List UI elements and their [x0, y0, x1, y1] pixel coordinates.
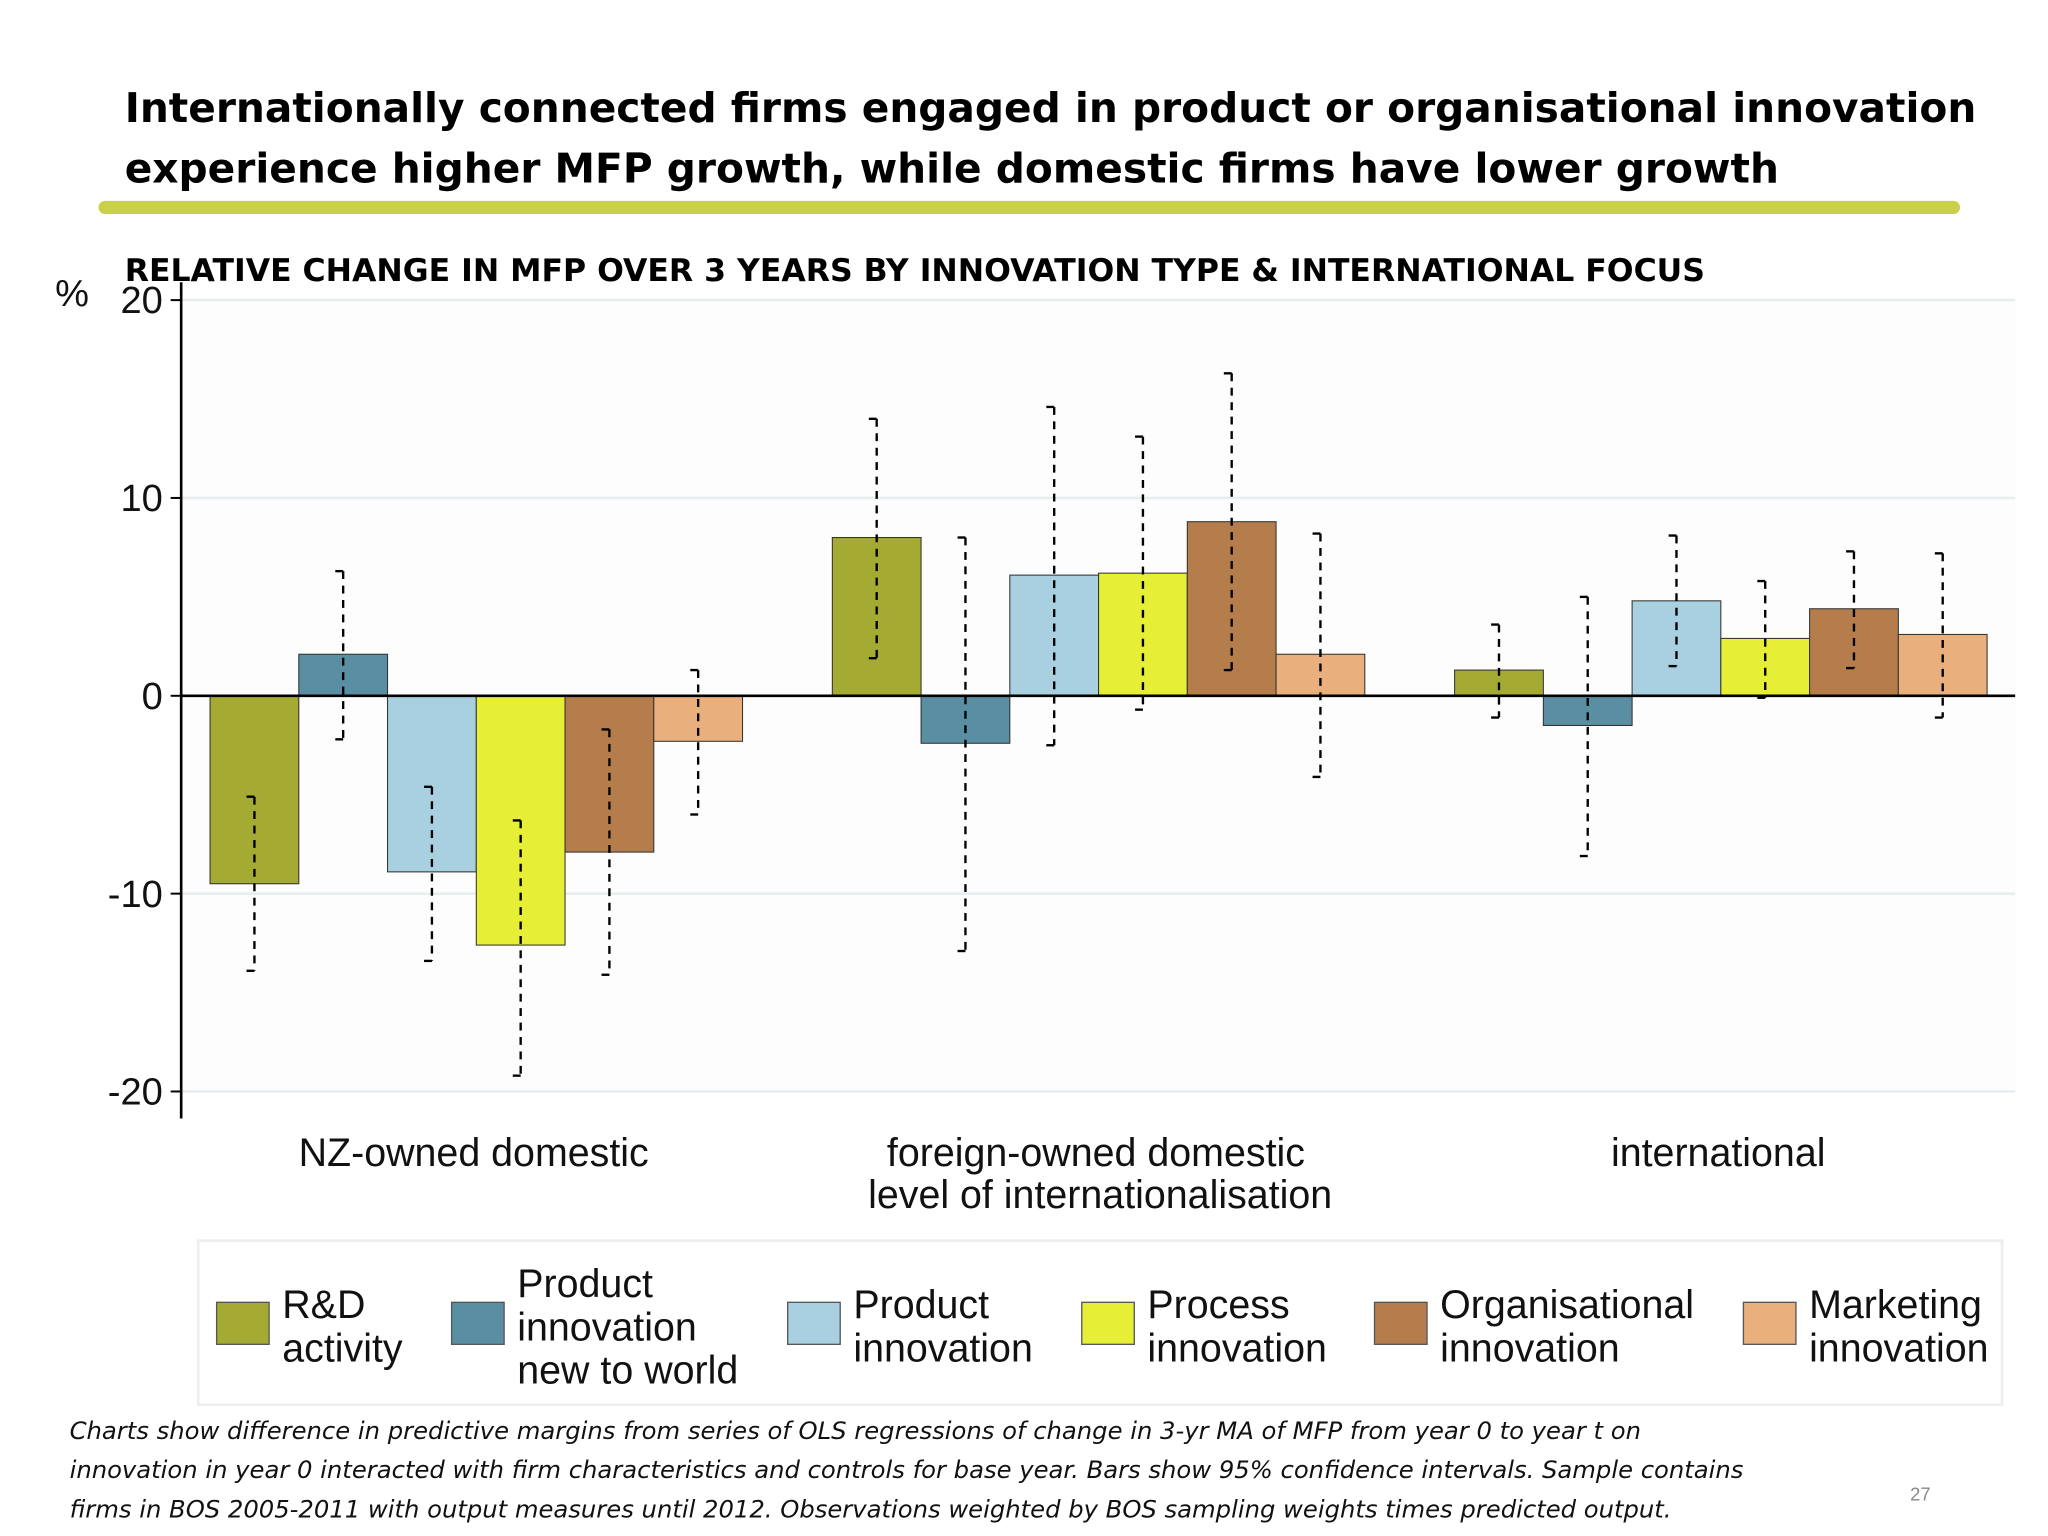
y-tick-label: -10: [108, 874, 163, 916]
x-axis-label: level of internationalisation: [868, 1173, 1332, 1217]
legend-label: innovation: [1440, 1326, 1620, 1370]
legend-swatch: [1373, 1301, 1428, 1345]
bar: [1009, 574, 1100, 697]
y-tick-label: -20: [108, 1072, 163, 1114]
category-label: international: [1611, 1131, 1826, 1175]
legend-label: R&D: [282, 1283, 365, 1327]
legend-swatch: [1081, 1301, 1135, 1345]
legend-label: Product: [853, 1283, 989, 1327]
legend-label: Marketing: [1809, 1283, 1982, 1327]
chart-title: RELATIVE CHANGE IN MFP OVER 3 YEARS BY I…: [125, 253, 1705, 289]
slide-title-line-2: experience higher MFP growth, while dome…: [125, 144, 1779, 192]
legend-swatch: [215, 1301, 270, 1345]
y-axis-label: %: [55, 273, 89, 315]
bar: [209, 695, 300, 885]
legend-label: innovation: [853, 1326, 1033, 1370]
bar: [920, 695, 1011, 744]
legend-label: innovation: [517, 1305, 697, 1349]
bar: [1275, 653, 1366, 697]
category-label: NZ-owned domestic: [299, 1131, 649, 1175]
plot-area: 20 10 0 -10 -20 NZ-owned domestic foreign-owne…: [108, 280, 2016, 1175]
y-tick-label: 10: [120, 478, 162, 520]
category-label: foreign-owned domestic: [887, 1131, 1305, 1175]
legend-label: Process: [1147, 1283, 1289, 1327]
legend-label: innovation: [1147, 1326, 1327, 1370]
footnote-line-1: Charts show difference in predictive mar…: [70, 1416, 1641, 1445]
legend-swatch: [787, 1301, 841, 1345]
legend-label: Product: [517, 1262, 653, 1306]
footnote-line-2: innovation in year 0 interacted with fir…: [70, 1455, 1744, 1484]
legend-swatch: [1742, 1301, 1797, 1345]
bar: [1631, 600, 1722, 697]
slide-title-line-1: Internationally connected firms engaged …: [125, 84, 1977, 132]
y-tick-label: 0: [142, 676, 163, 718]
legend-label: innovation: [1809, 1326, 1989, 1370]
legend-label: activity: [282, 1326, 403, 1370]
bar: [1809, 608, 1899, 697]
footnote-line-3: firms in BOS 2005-2011 with output measu…: [70, 1495, 1672, 1524]
page-number: 27: [1910, 1484, 1930, 1505]
legend-swatch: [450, 1301, 505, 1345]
bar: [831, 536, 922, 697]
y-tick-label: 20: [120, 280, 162, 322]
legend-label: Organisational: [1440, 1283, 1694, 1327]
legend-label: new to world: [517, 1349, 738, 1393]
bar: [1098, 572, 1188, 697]
